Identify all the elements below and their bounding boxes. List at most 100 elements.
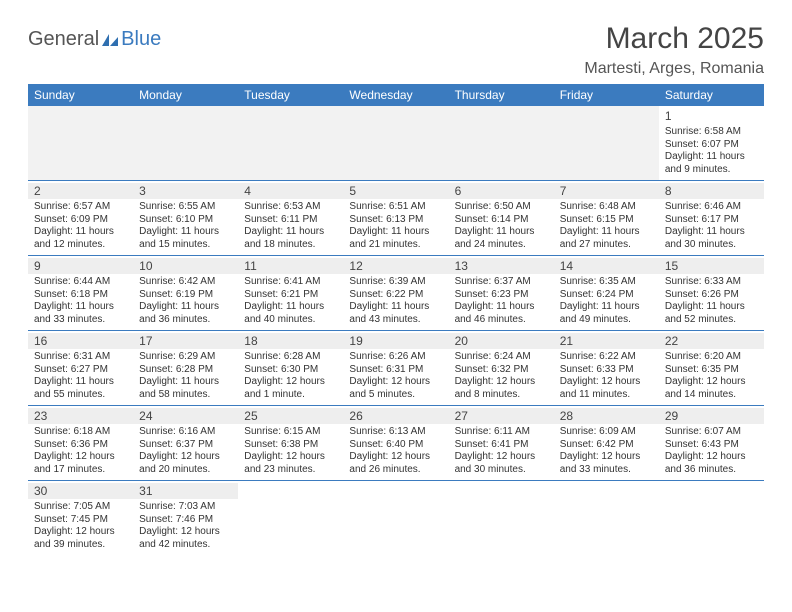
weekday-header: Monday — [133, 84, 238, 106]
day-number: 16 — [28, 333, 133, 349]
day-number: 1 — [659, 108, 764, 124]
weekday-header: Wednesday — [343, 84, 448, 106]
calendar-day-cell: 27 Sunrise: 6:11 AMSunset: 6:41 PMDayligh… — [449, 406, 554, 481]
location-subtitle: Martesti, Arges, Romania — [584, 60, 764, 78]
calendar-day-cell: 24 Sunrise: 6:16 AMSunset: 6:37 PMDayligh… — [133, 406, 238, 481]
calendar-day-cell: 11 Sunrise: 6:41 AMSunset: 6:21 PMDayligh… — [238, 256, 343, 331]
day-number: 9 — [28, 258, 133, 274]
day-number: 22 — [659, 333, 764, 349]
calendar-day-cell: 14Sunrise: 6:35 AMSunset: 6:24 PMDayligh… — [554, 256, 659, 331]
day-details: Sunrise: 6:53 AMSunset: 6:11 PMDaylight:… — [244, 201, 337, 251]
calendar-day-cell: 18Sunrise: 6:28 AMSunset: 6:30 PMDayligh… — [238, 331, 343, 406]
weekday-header-row: SundayMondayTuesdayWednesdayThursdayFrid… — [28, 84, 764, 106]
calendar-week-row: 23Sunrise: 6:18 AMSunset: 6:36 PMDayligh… — [28, 406, 764, 481]
day-number: 17 — [133, 333, 238, 349]
day-number: 27 — [449, 408, 554, 424]
logo: General Blue — [28, 22, 161, 51]
calendar-day-cell — [449, 106, 554, 181]
day-number: 13 — [449, 258, 554, 274]
calendar-week-row: 9 Sunrise: 6:44 AMSunset: 6:18 PMDaylight… — [28, 256, 764, 331]
day-details: Sunrise: 6:22 AMSunset: 6:33 PMDaylight:… — [560, 351, 653, 401]
weekday-header: Thursday — [449, 84, 554, 106]
day-details: Sunrise: 6:18 AMSunset: 6:36 PMDaylight:… — [34, 426, 127, 476]
day-number: 25 — [238, 408, 343, 424]
day-number: 8 — [659, 183, 764, 199]
calendar-day-cell: 21 Sunrise: 6:22 AMSunset: 6:33 PMDayligh… — [554, 331, 659, 406]
day-details: Sunrise: 6:07 AMSunset: 6:43 PMDaylight:… — [665, 426, 758, 476]
day-number: 12 — [343, 258, 448, 274]
weekday-header: Sunday — [28, 84, 133, 106]
calendar-day-cell: 20 Sunrise: 6:24 AMSunset: 6:32 PMDayligh… — [449, 331, 554, 406]
day-number: 11 — [238, 258, 343, 274]
calendar-day-cell — [554, 106, 659, 181]
calendar-day-cell — [343, 481, 448, 556]
day-details: Sunrise: 6:13 AMSunset: 6:40 PMDaylight:… — [349, 426, 442, 476]
calendar-day-cell: 6Sunrise: 6:50 AMSunset: 6:14 PMDaylight… — [449, 181, 554, 256]
day-details: Sunrise: 6:33 AMSunset: 6:26 PMDaylight:… — [665, 276, 758, 326]
day-details: Sunrise: 6:11 AMSunset: 6:41 PMDaylight:… — [455, 426, 548, 476]
calendar-day-cell: 12 Sunrise: 6:39 AMSunset: 6:22 PMDayligh… — [343, 256, 448, 331]
day-details: Sunrise: 6:51 AMSunset: 6:13 PMDaylight:… — [349, 201, 442, 251]
day-details: Sunrise: 6:41 AMSunset: 6:21 PMDaylight:… — [244, 276, 337, 326]
day-number: 21 — [554, 333, 659, 349]
day-details: Sunrise: 6:48 AMSunset: 6:15 PMDaylight:… — [560, 201, 653, 251]
calendar-day-cell: 7Sunrise: 6:48 AMSunset: 6:15 PMDaylight… — [554, 181, 659, 256]
day-details: Sunrise: 6:42 AMSunset: 6:19 PMDaylight:… — [139, 276, 232, 326]
day-number: 6 — [449, 183, 554, 199]
weekday-header: Saturday — [659, 84, 764, 106]
day-number: 18 — [238, 333, 343, 349]
day-number: 4 — [238, 183, 343, 199]
day-number: 19 — [343, 333, 448, 349]
day-number: 15 — [659, 258, 764, 274]
calendar-day-cell — [449, 481, 554, 556]
day-details: Sunrise: 6:20 AMSunset: 6:35 PMDaylight:… — [665, 351, 758, 401]
day-number: 3 — [133, 183, 238, 199]
calendar-week-row: 1 Sunrise: 6:58 AMSunset: 6:07 PMDaylight… — [28, 106, 764, 181]
calendar-day-cell — [343, 106, 448, 181]
day-details: Sunrise: 7:03 AMSunset: 7:46 PMDaylight:… — [139, 501, 232, 551]
calendar-day-cell — [133, 106, 238, 181]
calendar-day-cell: 31 Sunrise: 7:03 AMSunset: 7:46 PMDayligh… — [133, 481, 238, 556]
day-number: 28 — [554, 408, 659, 424]
calendar-day-cell: 25 Sunrise: 6:15 AMSunset: 6:38 PMDayligh… — [238, 406, 343, 481]
calendar-day-cell: 15 Sunrise: 6:33 AMSunset: 6:26 PMDayligh… — [659, 256, 764, 331]
calendar-day-cell: 10 Sunrise: 6:42 AMSunset: 6:19 PMDayligh… — [133, 256, 238, 331]
day-number: 20 — [449, 333, 554, 349]
day-number: 5 — [343, 183, 448, 199]
day-details: Sunrise: 6:37 AMSunset: 6:23 PMDaylight:… — [455, 276, 548, 326]
day-details: Sunrise: 6:16 AMSunset: 6:37 PMDaylight:… — [139, 426, 232, 476]
calendar-day-cell: 13 Sunrise: 6:37 AMSunset: 6:23 PMDayligh… — [449, 256, 554, 331]
calendar-day-cell: 26Sunrise: 6:13 AMSunset: 6:40 PMDayligh… — [343, 406, 448, 481]
calendar-table: SundayMondayTuesdayWednesdayThursdayFrid… — [28, 84, 764, 555]
day-details: Sunrise: 6:24 AMSunset: 6:32 PMDaylight:… — [455, 351, 548, 401]
day-details: Sunrise: 6:58 AMSunset: 6:07 PMDaylight:… — [665, 126, 758, 176]
day-details: Sunrise: 6:39 AMSunset: 6:22 PMDaylight:… — [349, 276, 442, 326]
calendar-day-cell: 28Sunrise: 6:09 AMSunset: 6:42 PMDayligh… — [554, 406, 659, 481]
day-details: Sunrise: 6:44 AMSunset: 6:18 PMDaylight:… — [34, 276, 127, 326]
calendar-day-cell: 30Sunrise: 7:05 AMSunset: 7:45 PMDayligh… — [28, 481, 133, 556]
calendar-day-cell — [28, 106, 133, 181]
day-details: Sunrise: 6:15 AMSunset: 6:38 PMDaylight:… — [244, 426, 337, 476]
calendar-day-cell: 16 Sunrise: 6:31 AMSunset: 6:27 PMDayligh… — [28, 331, 133, 406]
day-number: 10 — [133, 258, 238, 274]
calendar-day-cell: 3Sunrise: 6:55 AMSunset: 6:10 PMDaylight… — [133, 181, 238, 256]
calendar-day-cell: 2Sunrise: 6:57 AMSunset: 6:09 PMDaylight… — [28, 181, 133, 256]
calendar-day-cell: 1 Sunrise: 6:58 AMSunset: 6:07 PMDaylight… — [659, 106, 764, 181]
calendar-day-cell: 29 Sunrise: 6:07 AMSunset: 6:43 PMDayligh… — [659, 406, 764, 481]
day-details: Sunrise: 6:31 AMSunset: 6:27 PMDaylight:… — [34, 351, 127, 401]
calendar-day-cell: 23Sunrise: 6:18 AMSunset: 6:36 PMDayligh… — [28, 406, 133, 481]
calendar-day-cell: 4 Sunrise: 6:53 AMSunset: 6:11 PMDaylight… — [238, 181, 343, 256]
title-block: March 2025 Martesti, Arges, Romania — [584, 22, 764, 78]
day-number: 30 — [28, 483, 133, 499]
calendar-day-cell: 22 Sunrise: 6:20 AMSunset: 6:35 PMDayligh… — [659, 331, 764, 406]
day-number: 29 — [659, 408, 764, 424]
day-number: 31 — [133, 483, 238, 499]
calendar-day-cell — [238, 481, 343, 556]
calendar-day-cell: 8Sunrise: 6:46 AMSunset: 6:17 PMDaylight… — [659, 181, 764, 256]
day-number: 14 — [554, 258, 659, 274]
page-title: March 2025 — [584, 22, 764, 56]
day-details: Sunrise: 6:29 AMSunset: 6:28 PMDaylight:… — [139, 351, 232, 401]
calendar-day-cell — [659, 481, 764, 556]
logo-text-general: General — [28, 28, 99, 51]
day-number: 24 — [133, 408, 238, 424]
